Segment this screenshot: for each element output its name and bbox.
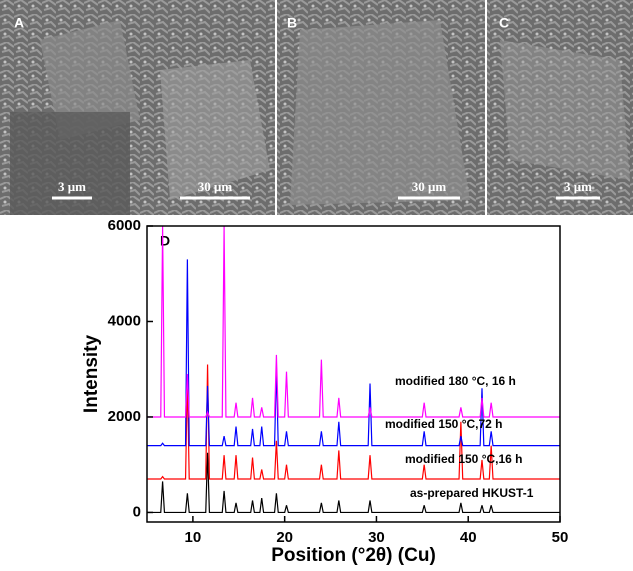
x-tick-label: 50 [552,529,569,546]
x-axis-label: Position (°2θ) (Cu) [271,545,436,566]
x-tick-label: 20 [276,529,293,546]
panel-label: C [499,15,509,31]
figure: A 3 μm 30 μm B 30 μm C 3 μm Das-prepared HKUST… [0,0,633,571]
panel-label: D [160,233,170,249]
y-axis-label: Intensity [81,335,102,414]
panel-label: A [14,15,24,31]
y-tick-label: 2000 [108,408,141,425]
series-label: modified 150 °C,72 h [385,417,503,431]
sem-images: A 3 μm 30 μm B 30 μm C 3 μm [0,0,633,215]
x-tick-label: 30 [368,529,385,546]
y-tick-label: 0 [133,503,141,520]
scale-bar-label: 30 μm [412,179,447,194]
page: {"images": [ {"label": "A", "scale_bars"… [0,0,633,571]
crystal [290,20,470,205]
x-tick-label: 10 [185,529,202,546]
panel-label: B [287,15,297,31]
series-label: modified 180 °C, 16 h [395,374,516,388]
y-tick-label: 6000 [108,217,141,234]
xrd-chart: Das-prepared HKUST-1 modified 150 °C,16 h… [81,217,568,566]
y-tick-label: 4000 [108,312,141,329]
xrd-pattern [147,226,560,417]
inset [10,112,130,215]
x-tick-label: 40 [460,529,477,546]
scale-bar-label: 3 μm [58,179,86,194]
series-label: modified 150 °C,16 h [405,452,523,466]
scale-bar-label: 3 μm [564,179,592,194]
series-label: as-prepared HKUST-1 [410,486,534,500]
scale-bar-label: 30 μm [198,179,233,194]
crystal [500,40,630,180]
